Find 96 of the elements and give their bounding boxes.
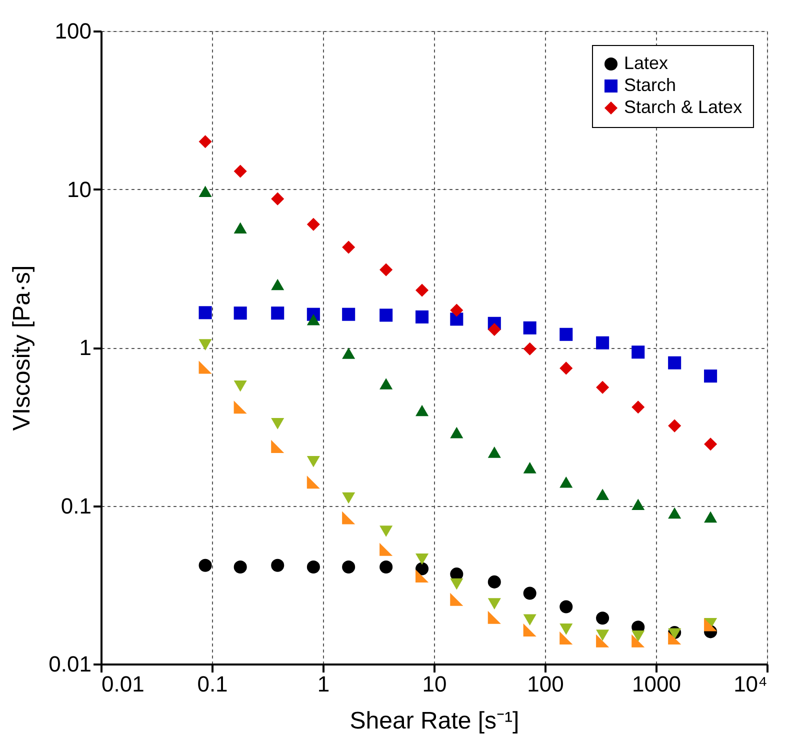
point bbox=[632, 630, 645, 642]
point bbox=[450, 592, 464, 606]
point bbox=[198, 186, 212, 197]
point bbox=[380, 308, 393, 322]
point bbox=[596, 380, 610, 394]
point bbox=[523, 342, 536, 356]
point bbox=[380, 542, 393, 556]
point bbox=[342, 511, 356, 524]
x-tick-label: 0.01 bbox=[102, 672, 144, 696]
point bbox=[632, 346, 645, 359]
legend-label: Starch bbox=[624, 75, 676, 95]
point bbox=[416, 404, 429, 416]
point bbox=[342, 348, 356, 359]
point bbox=[380, 526, 393, 537]
point bbox=[271, 440, 284, 453]
point bbox=[234, 380, 247, 392]
x-tick-label: 1000 bbox=[632, 672, 681, 696]
point bbox=[198, 306, 212, 320]
point bbox=[560, 476, 573, 488]
y-tick-label: 100 bbox=[54, 18, 92, 44]
point bbox=[632, 634, 645, 648]
point bbox=[668, 356, 682, 370]
point bbox=[596, 612, 610, 625]
point bbox=[342, 308, 356, 321]
y-tick-label: 0.1 bbox=[60, 493, 92, 518]
point bbox=[523, 614, 536, 626]
point bbox=[560, 624, 573, 635]
point bbox=[198, 360, 212, 374]
point bbox=[234, 400, 247, 414]
point bbox=[523, 623, 536, 637]
y-axis-title: VIscosity [Pa·s] bbox=[8, 265, 36, 431]
x-tick-label: 10⁴ bbox=[734, 672, 768, 696]
point bbox=[198, 135, 212, 148]
point bbox=[234, 164, 247, 178]
x-axis-title: Shear Rate [s⁻¹] bbox=[350, 708, 520, 734]
point bbox=[416, 553, 429, 565]
point bbox=[704, 370, 718, 383]
point bbox=[704, 511, 718, 523]
point bbox=[704, 438, 718, 451]
point bbox=[450, 304, 464, 317]
point bbox=[523, 586, 536, 600]
point bbox=[271, 558, 284, 572]
point bbox=[488, 598, 501, 610]
point bbox=[380, 560, 393, 574]
point bbox=[416, 569, 429, 582]
point bbox=[342, 240, 356, 254]
point bbox=[560, 600, 573, 614]
point bbox=[596, 336, 610, 350]
point bbox=[342, 560, 356, 574]
legend-label: Latex bbox=[624, 53, 668, 73]
point bbox=[306, 218, 320, 231]
point bbox=[416, 310, 429, 324]
point bbox=[380, 263, 393, 276]
point bbox=[632, 498, 645, 510]
point bbox=[306, 314, 320, 326]
point bbox=[560, 362, 573, 375]
point bbox=[271, 418, 284, 430]
y-tick-label: 0.01 bbox=[48, 652, 92, 676]
legend-label: Starch & Latex bbox=[624, 97, 742, 117]
point bbox=[596, 630, 610, 641]
point bbox=[560, 328, 573, 341]
point bbox=[342, 492, 356, 504]
point bbox=[380, 378, 393, 390]
point bbox=[596, 488, 610, 500]
point bbox=[450, 578, 464, 590]
x-tick-label: 1 bbox=[317, 672, 330, 696]
point bbox=[450, 426, 464, 438]
point bbox=[271, 306, 284, 320]
point bbox=[488, 322, 501, 336]
x-tick-label: 0.1 bbox=[197, 672, 228, 696]
point bbox=[668, 507, 682, 519]
point bbox=[488, 575, 501, 588]
point bbox=[306, 476, 320, 489]
point bbox=[271, 192, 284, 206]
point bbox=[271, 278, 284, 290]
point bbox=[488, 610, 501, 624]
y-tick-label: 10 bbox=[67, 176, 92, 202]
point bbox=[234, 306, 247, 320]
x-tick-label: 10 bbox=[422, 672, 447, 696]
x-tick-label: 100 bbox=[527, 672, 564, 696]
point bbox=[198, 339, 212, 350]
point bbox=[596, 634, 610, 648]
point bbox=[416, 284, 429, 297]
point bbox=[523, 321, 536, 334]
point bbox=[668, 419, 682, 432]
point bbox=[560, 631, 573, 645]
point bbox=[668, 631, 682, 645]
y-tick-label: 1 bbox=[79, 335, 92, 360]
point bbox=[632, 400, 645, 414]
point bbox=[234, 222, 247, 234]
point bbox=[234, 560, 247, 574]
point bbox=[198, 558, 212, 572]
point bbox=[488, 446, 501, 458]
point bbox=[523, 462, 536, 474]
point bbox=[306, 456, 320, 468]
point bbox=[306, 560, 320, 574]
